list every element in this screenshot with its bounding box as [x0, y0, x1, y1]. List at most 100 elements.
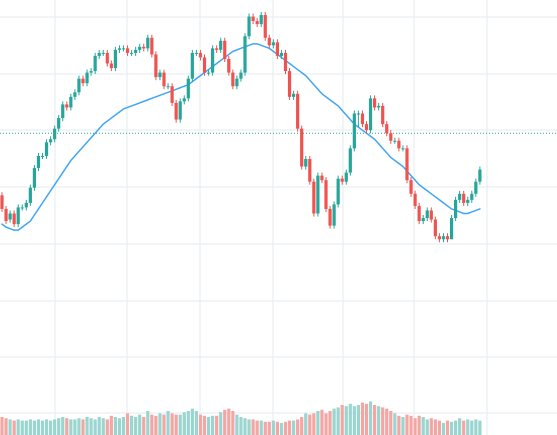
volume-bar-61 [243, 418, 247, 435]
volume-bar-49 [194, 411, 198, 435]
volume-bar-110 [441, 423, 446, 435]
candle-body-29 [113, 49, 117, 69]
volume-bar-36 [142, 417, 146, 435]
candle-body-18 [69, 96, 73, 108]
volume-bar-55 [219, 412, 223, 435]
candle-body-57 [227, 58, 231, 73]
candle-body-90 [360, 113, 365, 125]
moving-average [1, 43, 481, 231]
candle-body-28 [109, 63, 113, 69]
volume-bar-88 [352, 406, 356, 435]
candle-body-26 [101, 52, 105, 54]
candle-body-62 [247, 16, 251, 37]
candle-body-43 [170, 86, 174, 103]
volume-bar-108 [433, 419, 437, 435]
candle-body-111 [445, 236, 450, 240]
volume-bar-82 [328, 411, 332, 435]
candle-body-116 [466, 199, 470, 203]
candle-body-93 [373, 98, 377, 108]
volume-bar-114 [458, 418, 462, 435]
candle-body-80 [320, 175, 324, 181]
candle-body-3 [8, 213, 12, 220]
volume-bar-30 [117, 418, 122, 435]
volume-bar-44 [174, 414, 178, 435]
volume-bar-22 [85, 417, 89, 435]
volume-bar-109 [437, 420, 441, 435]
candle-body-55 [219, 40, 223, 50]
candle-body-67 [267, 37, 271, 46]
candle-body-53 [211, 48, 215, 73]
candle-body-100 [401, 148, 405, 150]
volume-bar-9 [32, 420, 36, 435]
candle-body-48 [190, 52, 194, 79]
candle-body-30 [117, 48, 122, 50]
volume-bar-71 [283, 421, 288, 435]
volume-bar-31 [121, 417, 126, 435]
volume-bar-24 [93, 419, 97, 435]
volume-bar-53 [211, 415, 215, 435]
candle-body-79 [316, 175, 320, 214]
candle-body-7 [24, 202, 28, 208]
volume-bar-15 [57, 418, 61, 435]
volume-bar-7 [24, 420, 28, 435]
candle-body-68 [271, 42, 275, 46]
candle-body-89 [356, 113, 360, 115]
volume-bar-56 [223, 409, 227, 435]
volume-bar-39 [154, 415, 158, 435]
volume-bar-116 [466, 419, 470, 435]
volume-bar-18 [69, 419, 73, 435]
candle-body-92 [368, 98, 373, 131]
candlesticks [0, 12, 482, 243]
candle-body-46 [182, 98, 186, 102]
candle-body-81 [324, 180, 328, 209]
candle-body-27 [105, 52, 109, 64]
volume-bar-67 [267, 421, 271, 435]
candle-body-88 [352, 113, 356, 149]
volume-bar-98 [393, 413, 397, 435]
volume-bar-112 [449, 421, 454, 435]
volume-bar-45 [178, 414, 182, 435]
volume-bar-118 [474, 419, 478, 435]
candle-body-102 [409, 180, 413, 194]
volume-bar-66 [263, 421, 267, 435]
volume-bar-26 [101, 418, 105, 435]
candle-body-118 [474, 181, 478, 194]
volume-bar-6 [20, 420, 24, 435]
volume-bar-19 [73, 419, 77, 435]
candle-body-115 [462, 193, 466, 203]
candle-body-60 [239, 72, 243, 79]
candle-body-117 [470, 193, 474, 200]
volume-bar-32 [125, 413, 130, 435]
candle-body-20 [77, 78, 81, 93]
volume-bar-73 [292, 420, 296, 435]
candle-body-77 [308, 158, 312, 182]
volume-bar-103 [413, 418, 417, 435]
candle-body-83 [332, 204, 336, 226]
candle-body-95 [381, 105, 385, 125]
volume-bar-51 [202, 415, 207, 435]
volume-bar-119 [478, 420, 482, 435]
volume-bar-35 [138, 414, 142, 435]
volume-bar-63 [251, 419, 255, 435]
candle-body-104 [417, 205, 421, 222]
candle-body-112 [449, 218, 454, 240]
candle-body-44 [174, 102, 178, 120]
candle-body-96 [385, 124, 389, 134]
volume-bar-115 [462, 420, 466, 435]
candle-body-4 [12, 213, 16, 225]
candle-body-9 [32, 168, 36, 188]
candle-body-17 [65, 104, 69, 108]
volume-bar-96 [385, 408, 389, 435]
candle-body-106 [425, 210, 429, 219]
candle-body-51 [202, 57, 207, 73]
volume-bar-77 [308, 414, 312, 435]
candle-body-24 [93, 55, 97, 72]
candle-body-38 [150, 37, 154, 55]
candle-body-85 [340, 178, 344, 182]
candle-body-91 [364, 124, 369, 131]
volume-bar-85 [340, 405, 344, 435]
candle-body-63 [251, 16, 255, 22]
candle-body-74 [296, 93, 300, 129]
volume-bar-50 [198, 414, 203, 435]
candle-body-78 [312, 181, 316, 214]
